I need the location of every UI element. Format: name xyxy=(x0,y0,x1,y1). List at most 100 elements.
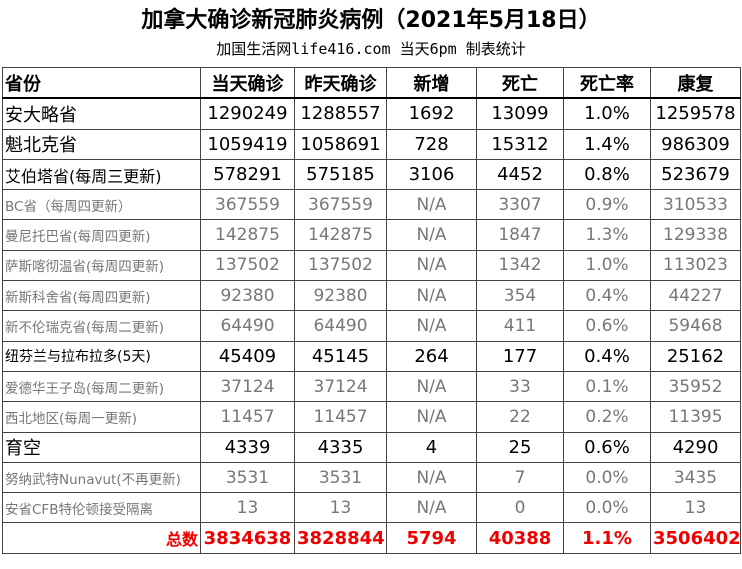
table-cell: 新不伦瑞克省(每周二更新) xyxy=(2,310,201,342)
table-cell: 5794 xyxy=(386,522,477,554)
table-row: BC省（每周四更新） 367559 367559 N/A 3307 0.9% 310533 xyxy=(2,189,741,221)
table-cell: 37124 xyxy=(294,370,387,403)
table-cell: 40388 xyxy=(476,522,564,554)
table-cell: 25 xyxy=(476,431,564,463)
table-cell: 1.0% xyxy=(563,97,651,130)
table-row: 新斯科舍省(每周四更新) 92380 92380 N/A 354 0.4% 44227 xyxy=(2,280,741,312)
table-cell: 总数 xyxy=(2,522,201,554)
subtitle: 加国生活网life416.com 当天6pm 制表统计 xyxy=(216,40,526,58)
table-cell: 1290249 xyxy=(200,97,295,130)
table-cell: 0.2% xyxy=(563,401,651,433)
table-cell: 367559 xyxy=(200,189,295,221)
table-cell: 177 xyxy=(476,340,564,372)
table-cell: 1847 xyxy=(476,219,564,251)
table-cell: 92380 xyxy=(294,280,387,312)
table-cell: 142875 xyxy=(200,219,295,251)
table-cell: 0.6% xyxy=(563,431,651,463)
table-cell: 33 xyxy=(476,370,564,403)
table-cell: 728 xyxy=(386,128,477,160)
table-cell: 1059419 xyxy=(200,128,295,160)
table-cell: 3435 xyxy=(650,461,741,494)
table-cell: 纽芬兰与拉布拉多(5天) xyxy=(2,340,201,372)
table-cell: 0.6% xyxy=(563,310,651,342)
table-cell: 4339 xyxy=(200,431,295,463)
table-cell: 新斯科舍省(每周四更新) xyxy=(2,280,201,312)
table-cell: N/A xyxy=(386,370,477,403)
table-cell: 康复 xyxy=(650,67,741,100)
table-cell: 1288557 xyxy=(294,97,387,130)
table-cell: 11457 xyxy=(200,401,295,433)
table-cell: 13 xyxy=(294,492,387,524)
table-row: 魁北克省 1059419 1058691 728 15312 1.4% 986309 xyxy=(2,128,741,160)
data-table: 省份 当天确诊 昨天确诊 新增 死亡 死亡率 康复 安大略省 1290249 1288557 169… xyxy=(2,67,741,554)
table-cell: 死亡率 xyxy=(563,67,651,100)
table-cell: 昨天确诊 xyxy=(294,67,387,100)
title: 加拿大确诊新冠肺炎病例（2021年5月18日） xyxy=(141,8,601,33)
table-cell: 当天确诊 xyxy=(200,67,295,100)
table-cell: 411 xyxy=(476,310,564,342)
table-row: 曼尼托巴省(每周四更新) 142875 142875 N/A 1847 1.3% 12933… xyxy=(2,219,741,251)
table-cell: N/A xyxy=(386,249,477,282)
table-cell: 523679 xyxy=(650,158,741,191)
table-cell: 137502 xyxy=(200,249,295,282)
table-cell: N/A xyxy=(386,401,477,433)
table-cell: 3531 xyxy=(294,461,387,494)
table-cell: 3531 xyxy=(200,461,295,494)
table-cell: 13 xyxy=(650,492,741,524)
table-cell: 0.4% xyxy=(563,340,651,372)
table-cell: 魁北克省 xyxy=(2,128,201,160)
table-row: 西北地区(每周一更新) 11457 11457 N/A 22 0.2% 11395 xyxy=(2,401,741,433)
table-cell: 4290 xyxy=(650,431,741,463)
table-cell: 0.0% xyxy=(563,492,651,524)
table-cell: 92380 xyxy=(200,280,295,312)
table-cell: 1259578 xyxy=(650,97,741,130)
table-cell: 13099 xyxy=(476,97,564,130)
table-cell: N/A xyxy=(386,280,477,312)
table-cell: 64490 xyxy=(294,310,387,342)
table-cell: 1.3% xyxy=(563,219,651,251)
table-cell: N/A xyxy=(386,219,477,251)
table-cell: 省份 xyxy=(2,67,201,100)
table-cell: 578291 xyxy=(200,158,295,191)
table-cell: 爱德华王子岛(每周二更新) xyxy=(2,370,201,403)
table-cell: 0.9% xyxy=(563,189,651,221)
table-cell: 努纳武特Nunavut(不再更新) xyxy=(2,461,201,494)
table-cell: 310533 xyxy=(650,189,741,221)
table-cell: 25162 xyxy=(650,340,741,372)
table-cell: 3506402 xyxy=(650,522,741,554)
table-row: 安省CFB特伦顿接受隔离 13 13 N/A 0 0.0% 13 xyxy=(2,492,741,524)
table-cell: 1.1% xyxy=(563,522,651,554)
table-cell: 129338 xyxy=(650,219,741,251)
table-cell: 艾伯塔省(每周三更新) xyxy=(2,158,201,191)
table-cell: 3307 xyxy=(476,189,564,221)
table-cell: 37124 xyxy=(200,370,295,403)
table-cell: 0.4% xyxy=(563,280,651,312)
table-cell: 59468 xyxy=(650,310,741,342)
table-cell: 0.1% xyxy=(563,370,651,403)
table-row: 总数 3834638 3828844 5794 40388 1.1% 3506402 xyxy=(2,522,741,554)
table-row: 艾伯塔省(每周三更新) 578291 575185 3106 4452 0.8% 52367… xyxy=(2,158,741,191)
table-cell: N/A xyxy=(386,310,477,342)
table-cell: 3106 xyxy=(386,158,477,191)
table-cell: 4335 xyxy=(294,431,387,463)
table-cell: 1342 xyxy=(476,249,564,282)
table-cell: 11457 xyxy=(294,401,387,433)
table-cell: 354 xyxy=(476,280,564,312)
table-cell: 45145 xyxy=(294,340,387,372)
table-cell: 45409 xyxy=(200,340,295,372)
table-cell: 3834638 xyxy=(200,522,295,554)
table-cell: N/A xyxy=(386,461,477,494)
table-cell: 137502 xyxy=(294,249,387,282)
table-cell: 死亡 xyxy=(476,67,564,100)
table-row: 新不伦瑞克省(每周二更新) 64490 64490 N/A 411 0.6% 59468 xyxy=(2,310,741,342)
table-cell: 986309 xyxy=(650,128,741,160)
table-cell: 安大略省 xyxy=(2,97,201,130)
table-cell: 575185 xyxy=(294,158,387,191)
table-row: 萨斯喀彻温省(每周四更新) 137502 137502 N/A 1342 1.0% 1130… xyxy=(2,249,741,282)
table-cell: 22 xyxy=(476,401,564,433)
table-cell: 35952 xyxy=(650,370,741,403)
table-cell: 15312 xyxy=(476,128,564,160)
table-row: 爱德华王子岛(每周二更新) 37124 37124 N/A 33 0.1% 35952 xyxy=(2,370,741,403)
table-cell: 11395 xyxy=(650,401,741,433)
